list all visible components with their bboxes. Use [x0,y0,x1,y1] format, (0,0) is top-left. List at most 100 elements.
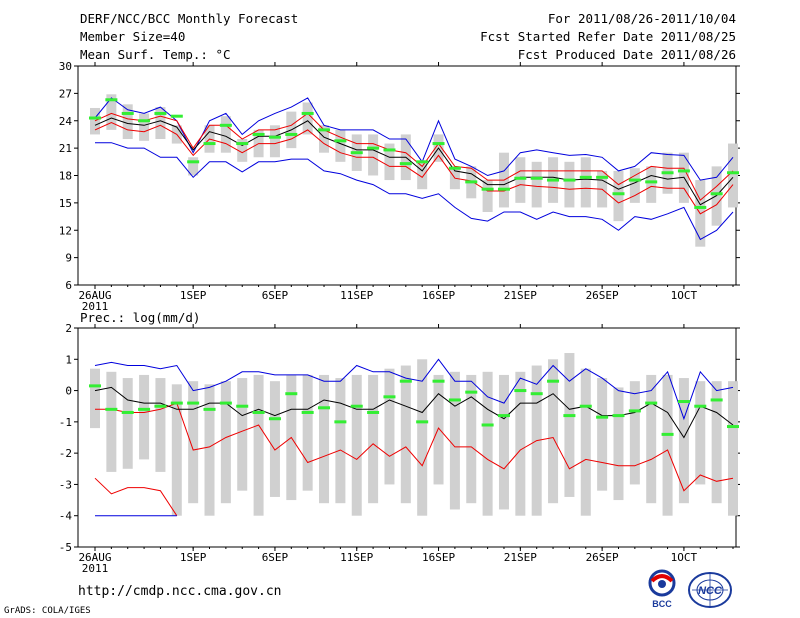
lower-line [94,122,734,215]
ensemble-marker [268,417,281,421]
spread-box [417,359,428,516]
ensemble-marker [727,171,739,175]
ensemble-marker [628,178,641,182]
upper-line [94,112,734,201]
spread-box [368,134,379,176]
ensemble-marker [138,407,151,411]
y-tick-label: 12 [59,224,72,237]
ensemble-marker [694,404,707,408]
ensemble-marker [694,205,707,209]
ensemble-marker [154,404,167,408]
ensemble-marker [350,404,363,408]
min-line [95,142,734,241]
footer-url[interactable]: http://cmdp.ncc.cma.gov.cn [78,584,282,599]
spread-box [90,107,100,135]
y-tick-label: 9 [65,252,72,265]
ensemble-marker [661,432,674,436]
ensemble-marker [481,187,494,191]
spread-box [384,368,395,485]
spread-box [728,143,738,208]
ensemble-marker [416,420,429,424]
ensemble-marker [219,401,232,405]
spread-box [384,143,395,181]
x-tick-label: 6SEP [262,551,289,564]
x-tick-label: 21SEP [504,289,537,302]
y-tick-label: -2 [59,447,72,460]
x-tick-label: 16SEP [422,551,455,564]
bcc-logo-text: BCC [652,599,672,609]
header-title: DERF/NCC/BCC Monthly Forecast [80,11,299,26]
ensemble-marker [612,192,625,196]
ensemble-marker [203,407,216,411]
ensemble-marker [89,116,101,120]
lower-line [95,402,734,492]
ensemble-marker [579,175,592,179]
ensemble-marker [252,410,265,414]
spread-box [122,104,133,139]
ensemble-marker [367,146,380,150]
ensemble-marker [530,392,543,396]
ensemble-marker [645,180,658,184]
ensemble-marker [301,410,314,414]
spread-box [711,381,722,504]
ensemble-marker [677,400,690,404]
spread-box [155,107,166,139]
spread-box [319,125,330,153]
spread-box [319,374,330,504]
ensemble-marker [219,123,232,127]
max-line [94,358,734,421]
x-tick-label: 11SEP [340,551,373,564]
y-tick-label: 30 [59,60,72,73]
ensemble-marker [497,414,510,418]
ensemble-marker [187,160,200,164]
spread-box [646,166,657,203]
precip-panel-title: Prec.: log(mm/d) [80,310,201,325]
lower-line-2 [94,477,178,516]
spread-box [171,384,182,516]
spread-box [449,371,460,510]
y-tick-label: 2 [65,322,72,335]
spread-box [302,102,313,135]
ensemble-marker [661,171,674,175]
spread-box [220,116,231,153]
ensemble-marker [432,379,445,383]
ensemble-marker [285,132,298,136]
grads-credit: GrADS: COLA/IGES [4,606,91,616]
ensemble-marker [465,180,478,184]
ensemble-marker [399,162,412,166]
x-tick-sublabel: 2011 [82,562,109,575]
spread-box [106,371,117,472]
spread-box [106,94,117,130]
ensemble-marker [563,414,576,418]
ensemble-marker [497,187,510,191]
y-tick-label: 21 [59,142,72,155]
spread-box [302,374,313,491]
ensemble-marker [334,139,347,143]
spread-box [678,378,689,504]
spread-box [662,374,673,516]
x-tick-label: 1OCT [671,289,698,302]
spread-box [155,378,166,472]
spread-box [433,374,444,485]
ensemble-marker [236,404,249,408]
ensemble-marker [448,398,461,402]
ensemble-marker [154,111,167,115]
spread-box [237,378,248,491]
ensemble-marker [285,392,298,396]
ensemble-marker [432,142,445,146]
x-tick-label: 1SEP [180,289,207,302]
ensemble-marker [547,379,560,383]
ensemble-marker [710,398,723,402]
ensemble-marker [628,409,641,413]
spread-box [90,368,100,429]
spread-box [188,381,199,504]
spread-box [139,374,150,460]
ensemble-marker [301,111,314,115]
spread-box [204,384,215,516]
x-tick-label: 11SEP [340,289,373,302]
header-start-date: Fcst Started Refer Date 2011/08/25 [480,29,736,44]
ensemble-marker [367,410,380,414]
spread-box [548,359,559,504]
